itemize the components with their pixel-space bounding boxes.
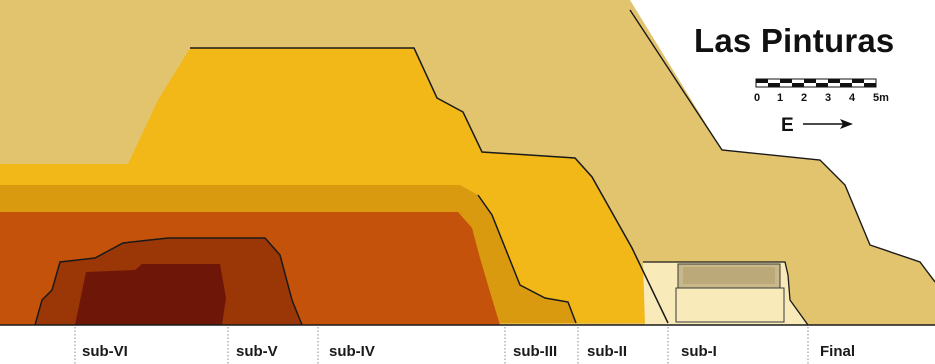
scale-tick-label: 2 xyxy=(801,92,807,104)
phase-label-sub-iv: sub-IV xyxy=(329,343,375,360)
direction-arrow-icon xyxy=(840,119,853,129)
scale-segment xyxy=(852,79,864,83)
scale-tick-label: 5m xyxy=(873,92,889,104)
scale-bar: 0 1 2 3 4 5m xyxy=(754,78,889,104)
sub-ii-outline xyxy=(190,47,669,324)
scale-tick-label: 4 xyxy=(849,92,856,104)
scale-segment xyxy=(768,83,780,87)
final-outline xyxy=(629,9,935,283)
direction-indicator: E xyxy=(781,115,853,136)
sub-i-outline xyxy=(643,261,809,326)
scale-segment xyxy=(756,79,768,83)
scale-tick-label: 3 xyxy=(825,92,831,104)
sub-iii-outline xyxy=(477,194,577,324)
sub-i-panel-relief xyxy=(683,267,775,284)
phase-label-sub-vi: sub-VI xyxy=(82,343,128,360)
direction-label: E xyxy=(781,115,794,136)
phase-label-final: Final xyxy=(820,343,856,360)
scale-tick-label: 0 xyxy=(754,92,760,104)
scale-segment xyxy=(864,83,876,87)
scale-segment xyxy=(792,83,804,87)
scale-tick-label: 1 xyxy=(777,92,783,104)
phase-label-sub-iii: sub-III xyxy=(513,343,558,360)
phase-label-sub-i: sub-I xyxy=(681,343,717,360)
phase-dividers xyxy=(74,327,809,364)
scale-segment xyxy=(828,79,840,83)
phase-sub-vi-layer xyxy=(75,264,226,325)
scale-segment xyxy=(804,79,816,83)
sub-v-outline xyxy=(34,237,303,326)
scale-segment xyxy=(816,83,828,87)
scale-segment xyxy=(840,83,852,87)
phase-label-sub-v: sub-V xyxy=(236,343,278,360)
scale-segment xyxy=(780,79,792,83)
sub-i-inner-box xyxy=(675,287,785,323)
phase-label-sub-ii: sub-II xyxy=(587,343,627,360)
diagram-title: Las Pinturas xyxy=(694,22,895,59)
